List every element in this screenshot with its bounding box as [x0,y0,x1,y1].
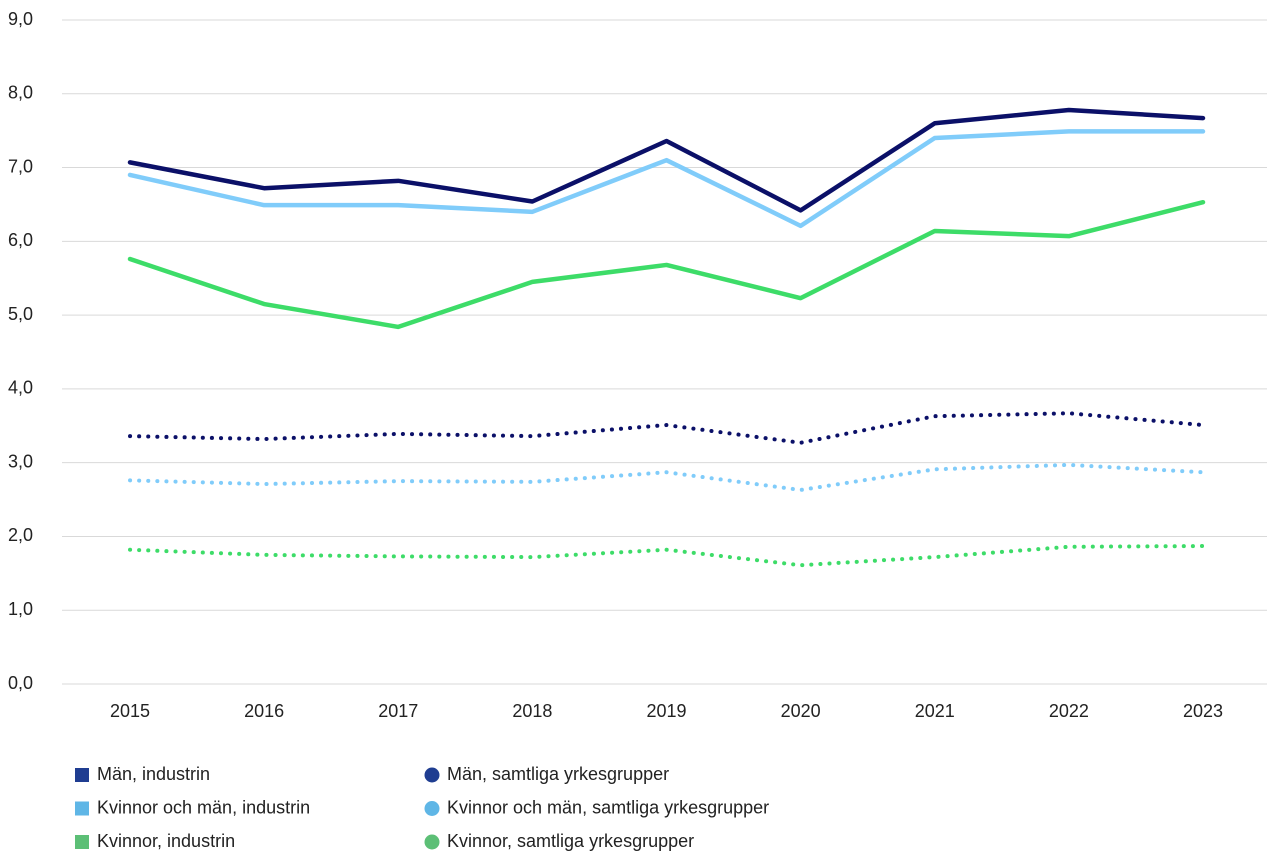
legend-marker [424,834,440,850]
x-tick-label: 2020 [781,701,821,721]
x-tick-label: 2023 [1183,701,1223,721]
y-tick-label: 0,0 [8,673,33,693]
y-tick-label: 3,0 [8,451,33,471]
y-tick-label: 6,0 [8,230,33,250]
legend-label: Män, industrin [97,764,210,784]
line-series [128,411,1205,445]
y-tick-label: 2,0 [8,525,33,545]
legend-label: Kvinnor och män, industrin [97,797,310,817]
legend-marker [75,801,89,816]
line-series [127,107,1206,213]
y-tick-label: 5,0 [8,304,33,324]
x-tick-label: 2021 [915,701,955,721]
y-tick-label: 7,0 [8,156,33,176]
line-series [128,462,1205,492]
x-tick-label: 2019 [646,701,686,721]
x-tick-label: 2022 [1049,701,1089,721]
legend-marker [75,835,89,849]
y-tick-label: 1,0 [8,599,33,619]
y-tick-label: 4,0 [8,378,33,398]
line-series [128,544,1205,568]
legend-label: Kvinnor, industrin [97,831,235,851]
line-series [127,129,1206,229]
x-tick-label: 2017 [378,701,418,721]
x-tick-label: 2018 [512,701,552,721]
legend-marker [424,767,440,783]
legend-label: Kvinnor, samtliga yrkesgrupper [447,831,694,851]
legend-marker [75,768,89,782]
x-tick-label: 2015 [110,701,150,721]
x-tick-label: 2016 [244,701,284,721]
legend-label: Män, samtliga yrkesgrupper [447,764,669,784]
legend-label: Kvinnor och män, samtliga yrkesgrupper [447,797,769,817]
y-tick-label: 9,0 [8,9,33,29]
y-tick-label: 8,0 [8,83,33,103]
legend-marker [424,801,440,816]
line-series [127,199,1206,330]
